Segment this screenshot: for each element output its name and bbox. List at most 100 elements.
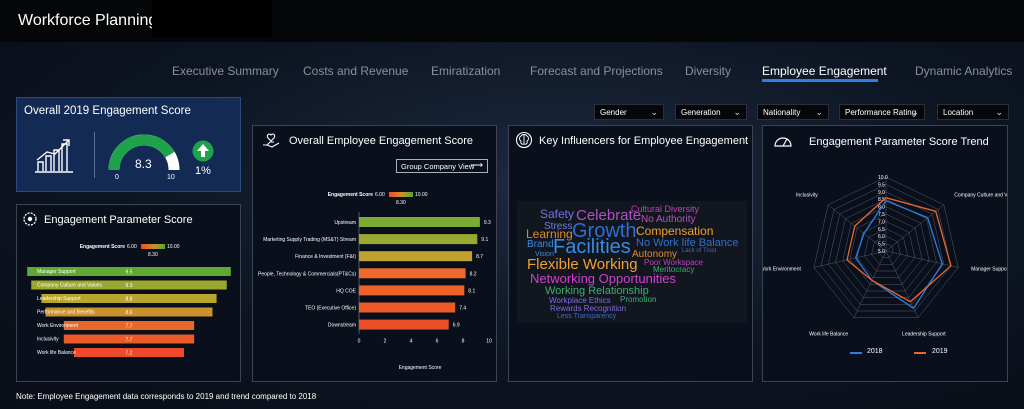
x-tick: 10 xyxy=(486,339,492,345)
axis-label: Inclusivity xyxy=(796,193,818,199)
bar xyxy=(63,334,195,344)
tab-employee-engagement[interactable]: Employee Engagement xyxy=(762,64,887,78)
category-label: Downstream xyxy=(328,323,356,329)
category-label: Company Culture and Values xyxy=(37,283,102,289)
grid-spoke xyxy=(885,250,959,268)
bar xyxy=(45,307,213,317)
influencers-panel: Key Influencers for Employee Engagement … xyxy=(508,125,753,382)
overall-score-card: Overall 2019 Engagement Score 8.3 0 10 1… xyxy=(16,97,241,192)
radial-tick: 8.5 xyxy=(878,197,885,203)
redacted-block xyxy=(152,0,272,38)
category-label: Manager Support xyxy=(37,269,76,275)
filter-performance-rating-label: Performance Rating xyxy=(845,108,917,117)
footer-note: Note: Employee Engagement data correspon… xyxy=(16,392,317,401)
app-title: Workforce Planning xyxy=(18,12,158,29)
grid-spoke xyxy=(885,204,945,252)
word: Safety xyxy=(540,207,575,221)
tab-diversity[interactable]: Diversity xyxy=(685,64,732,78)
radial-tick: 6.5 xyxy=(878,227,885,233)
legend-mid: 8.30 xyxy=(148,252,158,258)
grid-ring xyxy=(849,213,923,285)
radial-tick: 10.0 xyxy=(878,175,888,181)
grid-ring xyxy=(864,228,908,272)
bar xyxy=(359,285,465,296)
category-label: Marketing Supply Trading (MS&T) Stream xyxy=(263,237,356,243)
word: Workplace Ethics xyxy=(549,296,611,305)
axis-label: Company Culture and Values xyxy=(954,193,1007,199)
employee-engagement-title: Overall Employee Engagement Score xyxy=(289,135,474,147)
grid-ring xyxy=(828,191,944,305)
word: Networking Opportunities xyxy=(530,271,676,286)
bar-value-label: 8.1 xyxy=(468,288,475,294)
gear-people-icon xyxy=(23,212,37,226)
bar-value-label: 8.8 xyxy=(126,297,133,303)
legend-label: Engagement Score xyxy=(80,244,126,250)
parameter-score-title: Engagement Parameter Score xyxy=(44,214,193,226)
bar-value-label: 8.6 xyxy=(126,310,133,316)
axis-label: Work Environment xyxy=(763,266,801,272)
filter-gender[interactable]: Gender ⌄ xyxy=(594,104,664,120)
category-label: Performance and Benefits xyxy=(37,310,95,316)
score-gauge xyxy=(108,134,180,171)
word: Stress xyxy=(544,221,573,232)
chevron-down-icon: ⌄ xyxy=(650,107,658,117)
filter-nationality[interactable]: Nationality ⌄ xyxy=(757,104,829,120)
bar-value-label: 9.3 xyxy=(126,283,133,289)
bar-value-label: 8.2 xyxy=(470,271,477,277)
word: Flexible Working xyxy=(527,256,638,273)
grid-ring xyxy=(813,176,959,318)
tab-emiratization[interactable]: Emiratization xyxy=(431,64,501,78)
grid-ring xyxy=(820,184,952,312)
bar xyxy=(359,217,480,227)
radial-tick: 7.0 xyxy=(878,219,885,225)
bar-value-label: 9.5 xyxy=(126,270,133,276)
x-tick: 0 xyxy=(358,339,361,345)
word: Cultural Diversity xyxy=(631,204,700,214)
legend-min: 6.00 xyxy=(375,192,385,198)
trend-radar-chart: 10.09.59.08.58.07.57.06.56.05.55.0Perfor… xyxy=(763,161,1007,338)
radial-tick: 9.0 xyxy=(878,190,885,196)
filter-location[interactable]: Location ⌄ xyxy=(937,104,1009,120)
gauge-min: 0 xyxy=(115,174,119,181)
axis-label: Leadership Support xyxy=(902,332,946,338)
legend-max: 10.00 xyxy=(415,192,428,198)
category-label: Finance & Investment (F&I) xyxy=(295,254,356,260)
group-company-view-button[interactable]: Group Company View ⟶ xyxy=(396,159,488,173)
filter-nationality-label: Nationality xyxy=(763,108,801,117)
axis-label: Manager Support xyxy=(971,266,1007,272)
employee-engagement-panel: Overall Employee Engagement Score Group … xyxy=(252,125,497,382)
radial-tick: 9.5 xyxy=(878,182,885,188)
grid-spoke xyxy=(885,250,919,318)
grid-spoke xyxy=(853,250,887,318)
tab-costs-and-revenue[interactable]: Costs and Revenue xyxy=(303,64,409,78)
legend-label: Engagement Score xyxy=(328,192,374,198)
bar xyxy=(63,321,195,330)
filter-generation-label: Generation xyxy=(681,108,721,117)
word-cloud: Cultural Diversity Safety Celebrate No A… xyxy=(517,201,747,323)
word: Growth xyxy=(572,220,637,242)
series-2019 xyxy=(846,196,952,303)
filter-generation[interactable]: Generation ⌄ xyxy=(675,104,747,120)
word: Brand xyxy=(527,239,554,250)
bar xyxy=(74,348,184,357)
bar xyxy=(27,267,231,276)
chevron-down-icon: ⌄ xyxy=(995,107,1003,117)
x-tick: 2 xyxy=(384,339,387,345)
arrow-up-icon xyxy=(192,140,214,162)
bar xyxy=(41,294,217,303)
bar xyxy=(359,268,466,279)
group-company-view-label: Group Company View xyxy=(401,162,475,171)
tab-forecast-and-projections[interactable]: Forecast and Projections xyxy=(530,64,663,78)
filter-performance-rating[interactable]: Performance Rating ⌄ xyxy=(839,104,925,120)
parameter-score-chart: Engagement Score 6.00 10.00 8.30 9.5 Mana… xyxy=(27,244,231,357)
parameter-score-panel: Engagement Parameter Score Engagement Sc… xyxy=(16,204,241,382)
legend-min: 6.00 xyxy=(127,244,137,250)
word: Rewards Recognition xyxy=(550,304,627,313)
gauge-max: 10 xyxy=(167,174,175,181)
tab-dynamic-analytics[interactable]: Dynamic Analytics xyxy=(915,64,1013,78)
tab-executive-summary[interactable]: Executive Summary xyxy=(172,64,279,78)
series-2018 xyxy=(854,199,943,310)
word: Meritocracy xyxy=(653,265,695,274)
gauge-icon xyxy=(774,137,792,147)
category-label: People, Technology & Commercials(PT&Cs) xyxy=(258,271,356,277)
